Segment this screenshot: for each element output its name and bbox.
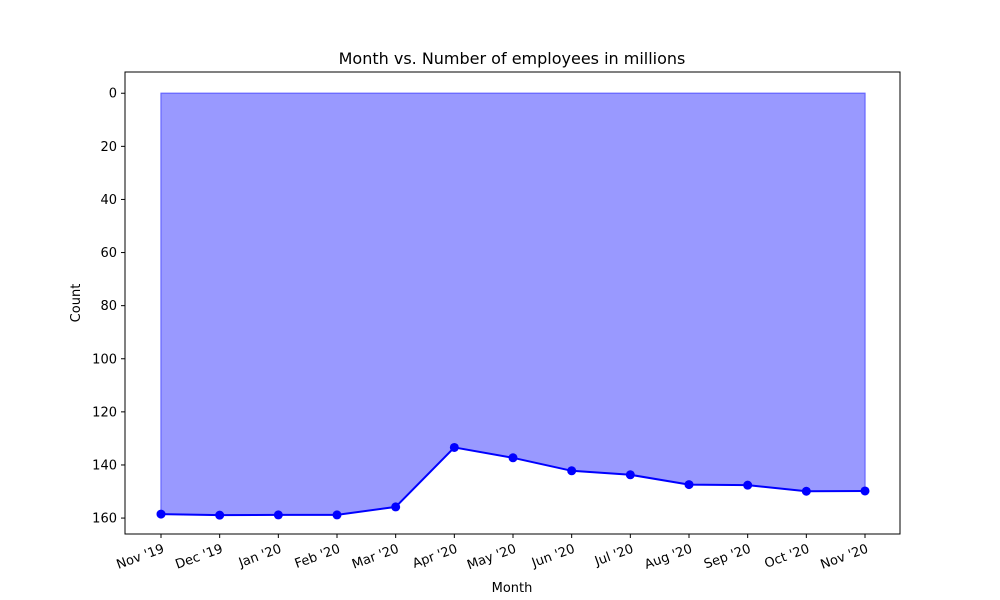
x-tick-label: Dec '19 <box>173 542 225 573</box>
x-axis: Nov '19 Dec '19 Jan '20 Feb '20 Mar '20 Apr '… <box>115 534 871 574</box>
x-tick-label: Nov '19 <box>115 542 167 573</box>
plot-area <box>156 92 870 520</box>
x-tick-label: Oct '20 <box>763 542 812 572</box>
x-tick-label: Feb '20 <box>293 542 343 572</box>
area-fill <box>160 92 866 516</box>
data-point <box>625 470 635 480</box>
data-point <box>508 453 518 463</box>
y-tick-label: 100 <box>92 352 117 367</box>
data-point <box>743 480 753 490</box>
x-tick-label: Sep '20 <box>702 542 753 573</box>
data-point <box>567 466 577 476</box>
data-point <box>156 509 166 519</box>
data-point <box>449 442 459 452</box>
y-axis-label: Count <box>69 284 84 323</box>
data-point <box>215 510 225 520</box>
data-point <box>801 486 811 496</box>
data-point <box>684 480 694 490</box>
x-tick-label: Mar '20 <box>350 542 401 573</box>
y-axis: 0 20 40 60 80 100 120 140 160 <box>92 87 125 527</box>
y-tick-label: 140 <box>92 458 117 473</box>
y-tick-label: 20 <box>100 140 117 155</box>
data-point <box>391 502 401 512</box>
y-tick-label: 60 <box>100 246 117 261</box>
data-point <box>332 510 342 520</box>
x-tick-label: Jul '20 <box>592 542 636 570</box>
data-point <box>860 486 870 496</box>
chart-title: Month vs. Number of employees in million… <box>339 49 686 68</box>
data-point <box>273 510 283 520</box>
x-tick-label: Nov '20 <box>819 542 871 573</box>
x-tick-label: Jun '20 <box>529 542 577 572</box>
x-tick-label: Jan '20 <box>236 542 284 572</box>
y-tick-label: 40 <box>100 193 117 208</box>
y-tick-label: 160 <box>92 512 117 527</box>
y-tick-label: 120 <box>92 405 117 420</box>
y-tick-label: 0 <box>109 87 117 102</box>
x-tick-label: Aug '20 <box>643 542 695 573</box>
x-tick-label: Apr '20 <box>411 542 460 572</box>
x-tick-label: May '20 <box>465 542 518 574</box>
y-tick-label: 80 <box>100 299 117 314</box>
x-axis-label: Month <box>492 581 533 596</box>
